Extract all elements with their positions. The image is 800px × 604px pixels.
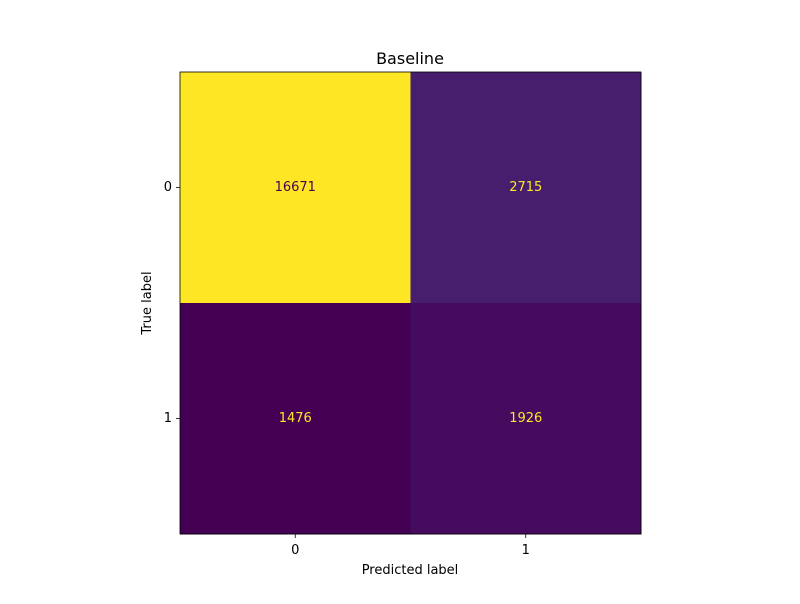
cell-value-label-1-0: 1476 (279, 411, 312, 426)
heatmap-cell-1-1 (410, 303, 642, 535)
heatmap-cell-labels: 16671 2715 1476 1926 (275, 180, 543, 426)
heatmap-cells (180, 72, 642, 535)
x-tick-label-1: 1 (522, 543, 530, 558)
heatmap-cell-0-1 (410, 72, 642, 304)
heatmap-cell-1-0 (180, 303, 411, 535)
x-tick-label-0: 0 (291, 543, 299, 558)
cell-value-label-0-1: 2715 (509, 180, 542, 195)
plot-frame (179, 71, 642, 535)
y-axis-label: True label (140, 271, 155, 335)
y-tick-label-1: 1 (164, 411, 172, 426)
x-axis-label: Predicted label (362, 563, 459, 578)
chart-title: Baseline (376, 49, 444, 68)
y-tick-label-0: 0 (164, 180, 172, 195)
cell-value-label-0-0: 16671 (275, 180, 316, 195)
cell-value-label-1-1: 1926 (509, 411, 542, 426)
heatmap-cell-0-0 (180, 72, 411, 304)
y-axis-ticks: 01 (164, 180, 180, 426)
